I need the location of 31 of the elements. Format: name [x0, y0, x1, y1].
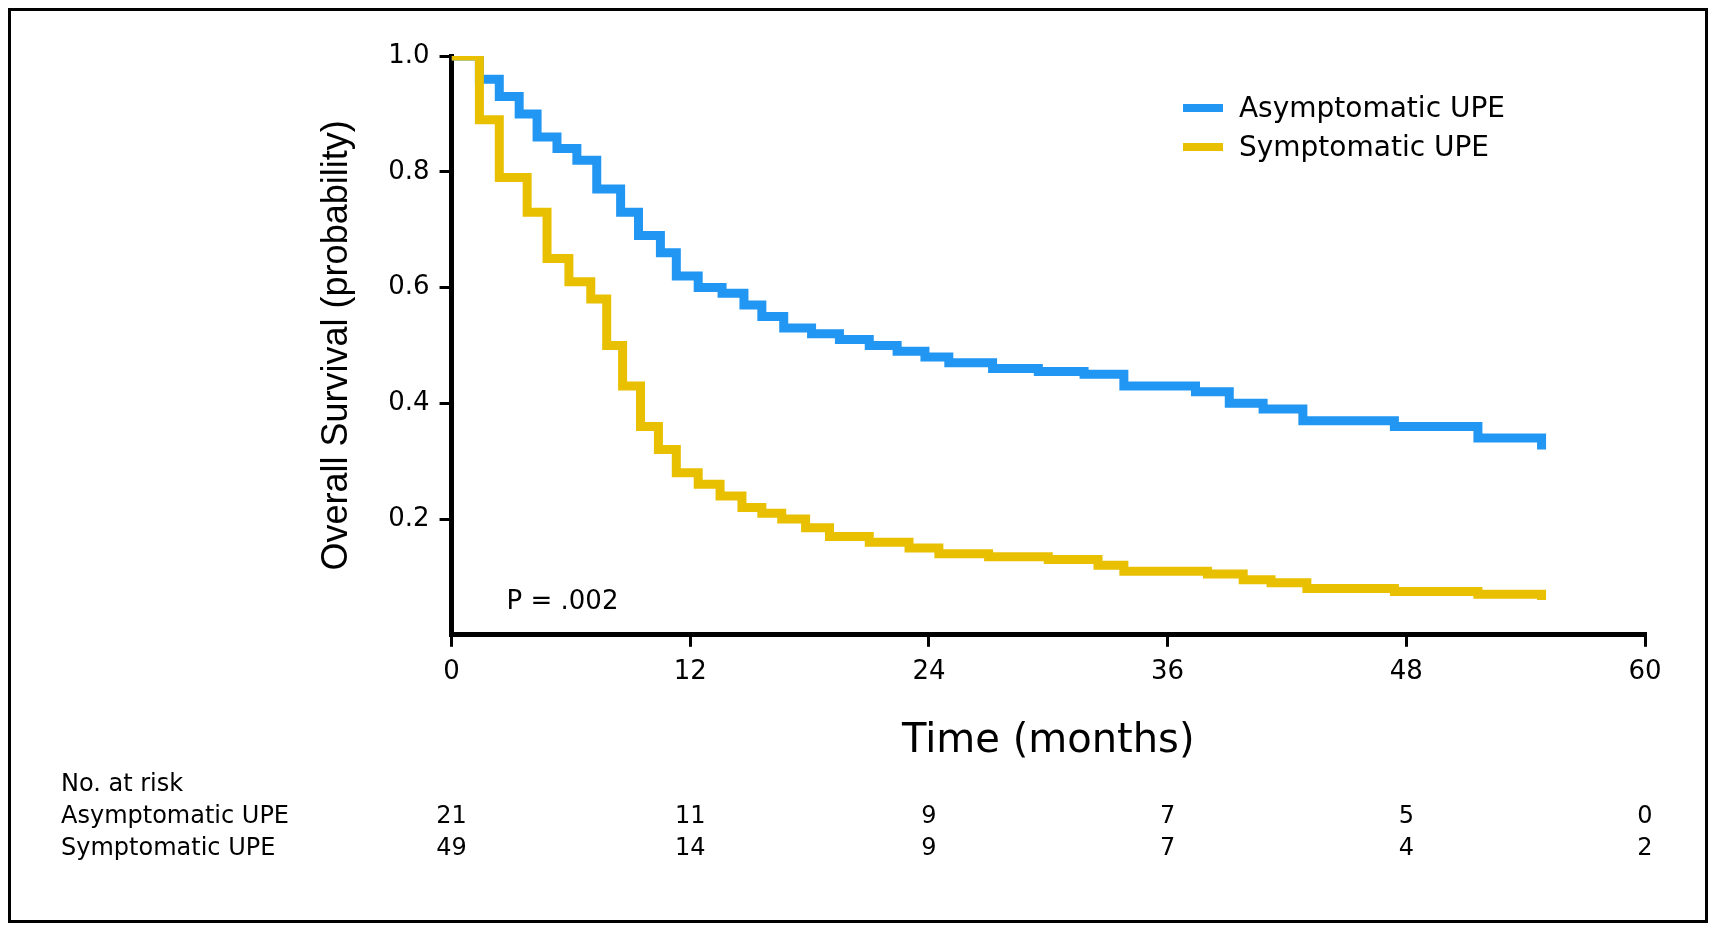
text: No. at risk — [61, 769, 184, 798]
y-axis-title: Overall Survival (probability) — [313, 120, 355, 571]
x-tick-label: 48 — [1389, 655, 1423, 686]
annotation: P = .002 — [506, 584, 619, 615]
text: 2 — [1637, 833, 1653, 862]
x-tick-label: 0 — [443, 655, 460, 686]
text: 7 — [1159, 833, 1176, 862]
text: 7 — [1159, 801, 1176, 830]
x-axis-title: Time (months) — [901, 715, 1195, 762]
text: 5 — [1398, 801, 1414, 830]
text: 0 — [1637, 801, 1653, 830]
text: Asymptomatic UPE — [61, 801, 290, 830]
text: 14 — [674, 833, 706, 862]
x-tick-label: 24 — [912, 655, 946, 686]
y-tick-label: 1.0 — [388, 38, 430, 69]
text: 11 — [674, 801, 706, 830]
text: 49 — [436, 833, 467, 862]
y-tick-label: 0.4 — [388, 386, 430, 417]
text: 21 — [436, 801, 467, 830]
legend-label: Asymptomatic UPE — [1238, 91, 1505, 124]
y-tick-label: 0.6 — [388, 270, 430, 301]
x-tick-label: 12 — [673, 655, 707, 686]
text: 9 — [921, 801, 937, 830]
text: 9 — [921, 833, 937, 862]
legend-label: Symptomatic UPE — [1238, 130, 1490, 163]
y-tick-label: 0.2 — [388, 501, 430, 532]
y-tick-label: 0.8 — [388, 154, 430, 185]
x-tick-label: 36 — [1151, 655, 1185, 686]
x-tick-label: 60 — [1628, 655, 1662, 686]
text: 4 — [1398, 833, 1414, 862]
text: Symptomatic UPE — [61, 833, 276, 862]
